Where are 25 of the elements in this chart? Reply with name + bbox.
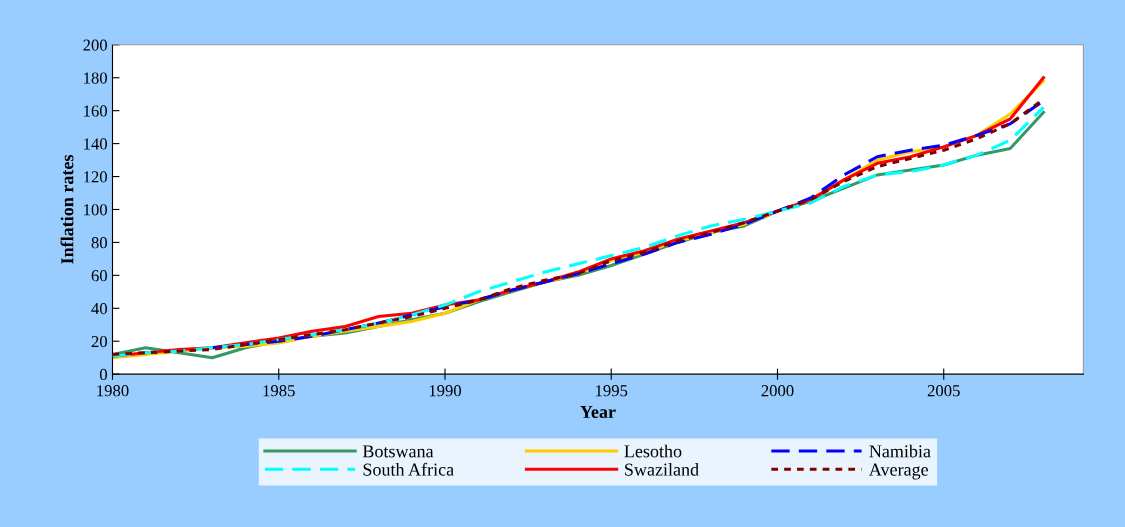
x-tick-label: 2005 — [927, 385, 960, 397]
y-tick-label: 20 — [91, 335, 107, 348]
y-tick-label: 160 — [84, 105, 107, 117]
y-tick-label: 180 — [84, 72, 107, 84]
x-tick-label: 1980 — [97, 385, 129, 397]
legend-label: Namibia — [869, 444, 931, 458]
x-tick-label: 2000 — [761, 385, 794, 397]
x-tick-label: 1990 — [429, 385, 462, 397]
x-axis-title: Year — [580, 405, 616, 418]
legend-label: South Africa — [363, 462, 454, 476]
legend-label: Average — [868, 463, 929, 480]
y-tick-label: 60 — [91, 270, 107, 282]
legend-label: Botswana — [362, 445, 434, 458]
y-tick-label: 100 — [84, 204, 107, 216]
x-tick-label: 1995 — [596, 385, 628, 397]
y-tick-label: 140 — [84, 138, 107, 150]
y-axis-title: Inflation rates — [60, 155, 74, 264]
x-tick-label: 1985 — [263, 385, 295, 397]
y-tick-label: 120 — [84, 171, 107, 183]
y-tick-label: 80 — [91, 237, 107, 249]
legend-label: Swaziland — [625, 463, 699, 476]
y-tick-label: 0 — [99, 368, 107, 381]
y-tick-label: 40 — [91, 302, 107, 315]
legend-label: Lesotho — [624, 444, 682, 458]
y-tick-label: 200 — [83, 39, 107, 51]
